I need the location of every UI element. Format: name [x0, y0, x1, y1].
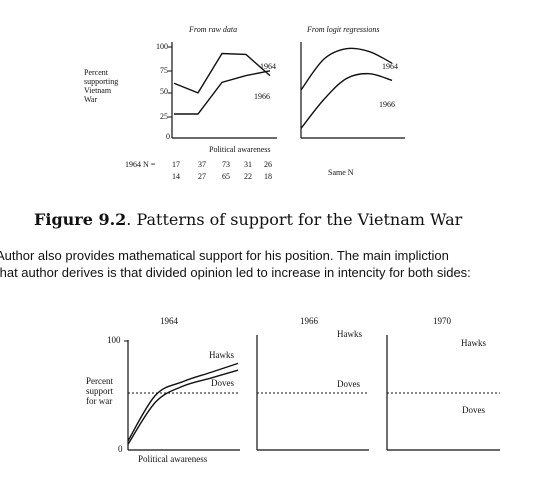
right-note: Same N: [328, 168, 354, 177]
y-tick-0: 0: [166, 132, 170, 141]
top-left-lines: [173, 52, 271, 115]
n-1966-4: 22: [244, 172, 252, 181]
right-label-1966: 1966: [379, 100, 395, 109]
hawks-label-1970: Hawks: [461, 338, 486, 348]
series-line-1966: [174, 70, 271, 115]
panel-year-1966: 1966: [300, 316, 318, 326]
n-1966-3: 65: [222, 172, 230, 181]
doves-label-1966: Doves: [337, 379, 360, 389]
figure-caption-text: . Patterns of support for the Vietnam Wa…: [126, 210, 463, 229]
right-panel-title: From logit regressions: [307, 25, 380, 34]
bottom-y-tick-0: 0: [118, 444, 123, 454]
left-label-1966: 1966: [254, 92, 270, 101]
hawks-label-1966: Hawks: [337, 329, 362, 339]
series-line-1964: [173, 52, 271, 94]
n-1966-1: 14: [172, 172, 180, 181]
right-label-1964: 1964: [382, 62, 398, 71]
bottom-1964-lines: [127, 362, 239, 445]
n-1964-1: 17: [172, 160, 180, 169]
paragraph-line-1: Author also provides mathematical suppor…: [0, 248, 449, 263]
series-line-hawks: [127, 362, 239, 442]
n-1964-3: 73: [222, 160, 230, 169]
doves-label-1964: Doves: [211, 378, 234, 388]
n-1964-5: 26: [264, 160, 272, 169]
top-x-axis-label: Political awareness: [209, 145, 271, 154]
series-line-1964: [300, 47, 393, 91]
panel-year-1964: 1964: [160, 316, 178, 326]
bottom-y-axis-label: Percent support for war: [86, 376, 113, 406]
y-tick-50: 50: [160, 87, 168, 96]
left-label-1964: 1964: [260, 62, 276, 71]
top-left-y-ticks: [168, 46, 172, 118]
series-line-1966: [300, 72, 393, 129]
y-tick-100: 100: [156, 42, 168, 51]
figure-number: Figure 9.2: [34, 210, 127, 229]
body-paragraph: Author also provides mathematical suppor…: [0, 247, 471, 281]
panel-year-1970: 1970: [433, 316, 451, 326]
doves-label-1970: Doves: [462, 405, 485, 415]
figure-caption: Figure 9.2. Patterns of support for the …: [34, 210, 462, 229]
n-1964-2: 37: [198, 160, 206, 169]
bottom-y-tick-100: 100: [107, 335, 121, 345]
top-y-axis-label: Percent supporting Vietnam War: [84, 68, 119, 104]
n-1966-2: 27: [198, 172, 206, 181]
y-tick-75: 75: [160, 66, 168, 75]
n-1966-5: 18: [264, 172, 272, 181]
top-right-lines: [300, 47, 393, 129]
bottom-x-axis-label: Political awareness: [138, 454, 208, 464]
left-panel-title: From raw data: [189, 25, 238, 34]
paragraph-line-2: that author derives is that divided opin…: [0, 265, 471, 280]
n-row-1964-label: 1964 N =: [125, 160, 156, 169]
series-line-doves: [127, 369, 239, 445]
hawks-label-1964: Hawks: [209, 350, 234, 360]
y-tick-25: 25: [160, 112, 168, 121]
n-1964-4: 31: [244, 160, 252, 169]
